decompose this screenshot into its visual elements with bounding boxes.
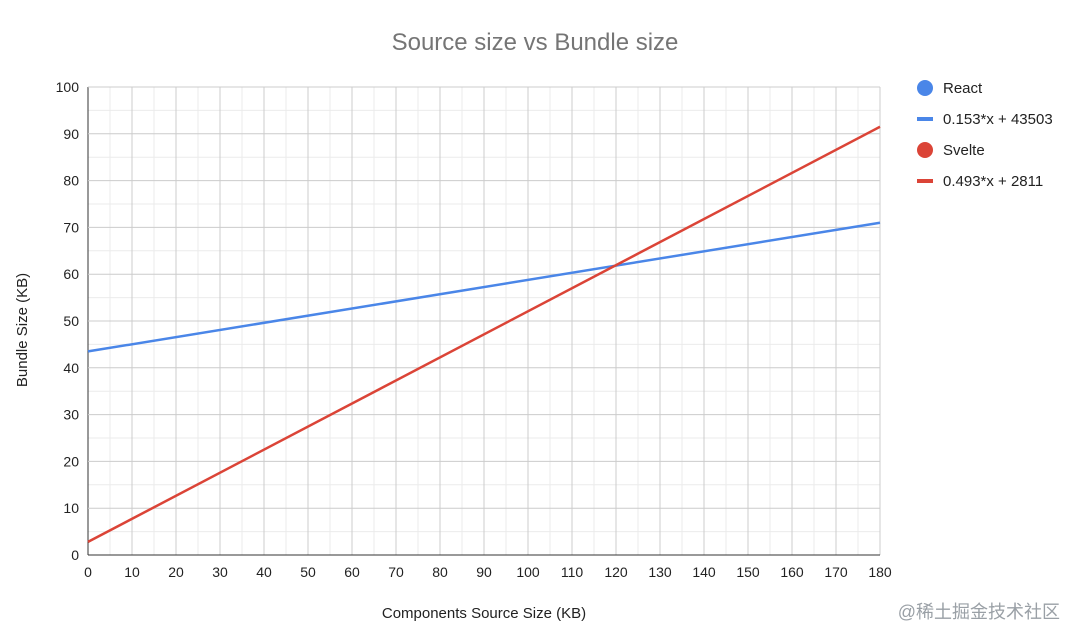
y-tick-label: 60 xyxy=(63,266,79,282)
y-tick-label: 90 xyxy=(63,126,79,142)
legend-react-label: React xyxy=(943,80,983,97)
y-tick-label: 50 xyxy=(63,313,79,329)
x-tick-label: 30 xyxy=(212,564,228,580)
x-tick-label: 10 xyxy=(124,564,140,580)
legend-svelte-trendline-label: 0.493*x + 2811 xyxy=(943,173,1043,190)
x-tick-label: 110 xyxy=(561,564,584,580)
chart-title: Source size vs Bundle size xyxy=(392,29,679,56)
trendline-svelte xyxy=(87,125,881,544)
x-tick-label: 20 xyxy=(168,564,184,580)
trendline-react xyxy=(87,221,881,353)
y-tick-label: 10 xyxy=(63,500,79,516)
x-tick-label: 50 xyxy=(300,564,316,580)
y-tick-label: 80 xyxy=(63,173,79,189)
plot-area xyxy=(87,125,881,544)
x-tick-label: 60 xyxy=(344,564,360,580)
y-tick-label: 20 xyxy=(63,453,79,469)
x-tick-label: 160 xyxy=(780,564,804,580)
legend-svelte-label: Svelte xyxy=(943,142,985,159)
legend-react-trendline-label: 0.153*x + 43503 xyxy=(943,111,1053,128)
watermark: @稀土掘金技术社区 xyxy=(898,602,1060,622)
x-tick-label: 100 xyxy=(516,564,540,580)
x-tick-label: 130 xyxy=(648,564,672,580)
x-axis: 0 10 20 30 40 50 60 70 80 90 100 110 120 130 140 150 160… xyxy=(84,564,892,580)
x-tick-label: 170 xyxy=(824,564,848,580)
legend-react-marker xyxy=(917,80,933,96)
x-tick-label: 180 xyxy=(868,564,892,580)
x-tick-label: 120 xyxy=(604,564,628,580)
y-tick-label: 30 xyxy=(63,407,79,423)
y-tick-label: 40 xyxy=(63,360,79,376)
x-tick-label: 70 xyxy=(388,564,404,580)
y-tick-label: 100 xyxy=(56,79,80,95)
legend-react-trendline-marker xyxy=(917,117,933,121)
x-tick-label: 80 xyxy=(432,564,448,580)
y-tick-label: 0 xyxy=(71,547,79,563)
x-tick-label: 40 xyxy=(256,564,272,580)
legend: React 0.153*x + 43503 Svelte 0.493*x + 2811 xyxy=(917,80,1053,190)
grid xyxy=(87,86,881,556)
x-tick-label: 150 xyxy=(736,564,760,580)
y-axis: 0 10 20 30 40 50 60 70 80 90 100 xyxy=(56,79,80,563)
x-tick-label: 140 xyxy=(692,564,716,580)
legend-svelte-trendline-marker xyxy=(917,179,933,183)
x-axis-label: Components Source Size (KB) xyxy=(382,605,586,622)
legend-svelte-marker xyxy=(917,142,933,158)
y-tick-label: 70 xyxy=(63,219,79,235)
y-axis-label: Bundle Size (KB) xyxy=(14,273,31,387)
x-tick-label: 90 xyxy=(476,564,492,580)
x-tick-label: 0 xyxy=(84,564,92,580)
